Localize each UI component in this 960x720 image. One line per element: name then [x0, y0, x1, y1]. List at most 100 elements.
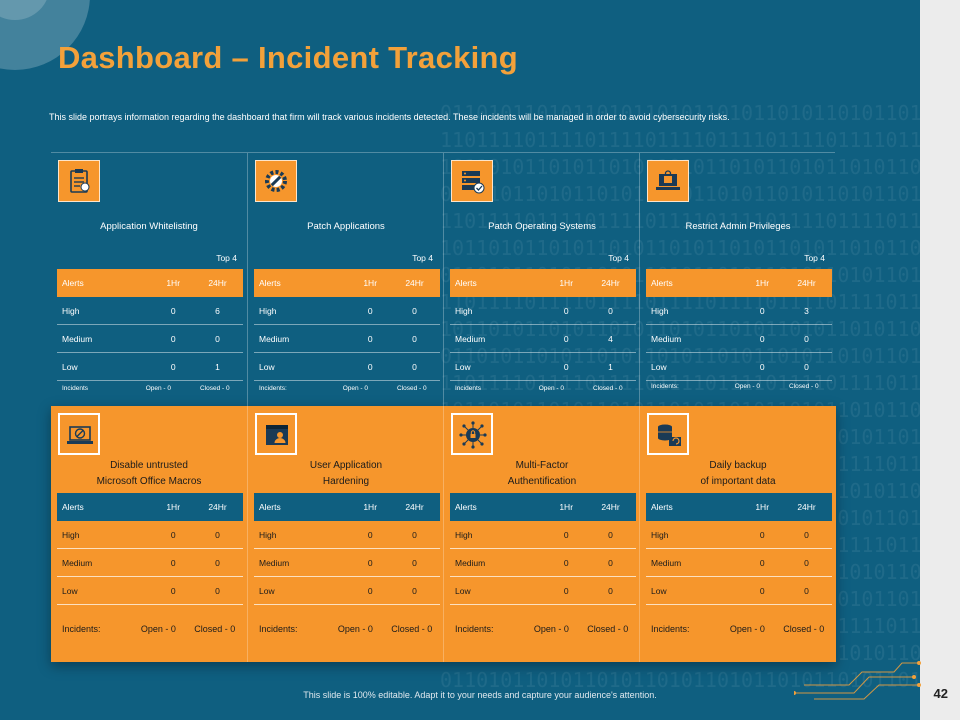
gear-wrench-icon [255, 160, 297, 202]
card-patch-applications: Patch Applications Top 4 Alerts 1Hr 24Hr H… [247, 152, 443, 406]
table-header-row: Alerts 1Hr 24Hr [450, 493, 636, 521]
table-row: Medium 0 0 [57, 548, 243, 577]
table-row: Low 0 0 [57, 576, 243, 605]
column-header: 1Hr [547, 493, 586, 521]
value-1hr: 0 [743, 297, 782, 325]
incidents-summary: Incidents: Open - 0 Closed - 0 [646, 383, 832, 390]
row-level: High [57, 297, 155, 325]
row-level: High [450, 297, 548, 325]
value-24hr: 0 [389, 576, 440, 605]
row-level: Medium [57, 324, 155, 353]
value-24hr: 0 [389, 352, 440, 381]
column-header: 24Hr [781, 493, 832, 521]
table-header-row: Alerts 1Hr 24Hr [450, 269, 636, 297]
incidents-summary: Incidents: Open - 0 Closed - 0 [450, 624, 636, 634]
table-row: High 0 0 [254, 521, 440, 549]
value-1hr: 0 [743, 324, 782, 353]
table-row: High 0 0 [450, 297, 636, 325]
bottom-row: Disable untrusted Microsoft Office Macros… [51, 406, 836, 662]
value-24hr: 0 [192, 521, 243, 549]
row-level: Medium [646, 324, 744, 353]
value-24hr: 0 [389, 521, 440, 549]
table-row: Medium 0 0 [254, 324, 440, 353]
table-row: Medium 0 0 [646, 548, 832, 577]
column-header: 1Hr [154, 493, 193, 521]
incidents-open: Open - 0 [533, 624, 569, 634]
card-title-line1: Multi-Factor [515, 460, 569, 471]
value-24hr: 0 [585, 576, 636, 605]
column-header: 24Hr [389, 269, 440, 297]
table-row: Medium 0 4 [450, 324, 636, 353]
incidents-closed: Closed - 0 [391, 624, 433, 634]
value-24hr: 0 [585, 548, 636, 577]
incidents-label: Incidents: [651, 624, 690, 634]
incidents-open: Open - 0 [729, 624, 765, 634]
incidents-summary: Incidents: Open - 0 Closed - 0 [254, 624, 440, 634]
user-window-icon [255, 413, 297, 455]
value-1hr: 0 [154, 548, 193, 577]
incidents-label: Incidents: [259, 624, 298, 634]
card-title-line1: Disable untrusted [110, 460, 188, 471]
alerts-table: Alerts 1Hr 24Hr High 0 0 Medium 0 0 Low 0 0 [646, 493, 832, 605]
table-row: Medium 0 0 [57, 324, 243, 353]
column-header: 1Hr [743, 269, 782, 297]
value-1hr: 0 [351, 548, 390, 577]
table-row: Medium 0 0 [646, 324, 832, 353]
footer-note: This slide is 100% editable. Adapt it to… [303, 690, 657, 700]
card-title: Disable untrusted Microsoft Office Macros [51, 458, 247, 490]
laptop-lock-icon [647, 160, 689, 202]
row-level: Low [254, 352, 352, 381]
incidents-label: Incidents: [259, 385, 287, 392]
value-1hr: 0 [547, 297, 586, 325]
card-user-application-hardening: User Application Hardening Alerts 1Hr 24Hr … [247, 406, 443, 662]
alerts-table: Alerts 1Hr 24Hr High 0 0 Medium 0 0 Low 0 0 [254, 493, 440, 605]
table-row: High 0 0 [57, 521, 243, 549]
right-margin-strip [920, 0, 960, 720]
value-1hr: 0 [154, 352, 193, 381]
slide-description: This slide portrays information regardin… [49, 112, 730, 122]
network-lock-icon [451, 413, 493, 455]
incidents-label: Incidents: [62, 624, 101, 634]
table-header-row: Alerts 1Hr 24Hr [646, 269, 832, 297]
table-row: High 0 6 [57, 297, 243, 325]
value-1hr: 0 [743, 521, 782, 549]
value-1hr: 0 [351, 521, 390, 549]
top-label: Top 4 [216, 253, 237, 263]
value-24hr: 0 [389, 548, 440, 577]
row-level: Medium [254, 548, 352, 577]
value-1hr: 0 [547, 576, 586, 605]
value-1hr: 0 [154, 297, 193, 325]
table-row: Medium 0 0 [450, 548, 636, 577]
row-level: High [57, 521, 155, 549]
database-backup-icon [647, 413, 689, 455]
value-24hr: 0 [585, 521, 636, 549]
column-header: Alerts [254, 269, 352, 297]
value-1hr: 0 [351, 297, 390, 325]
row-level: Low [646, 352, 744, 381]
value-24hr: 3 [781, 297, 832, 325]
table-row: Low 0 1 [57, 352, 243, 381]
slide-title: Dashboard – Incident Tracking [58, 40, 519, 75]
row-level: Low [646, 576, 744, 605]
top-label: Top 4 [412, 253, 433, 263]
incidents-label: Incidents [62, 385, 89, 392]
card-daily-backup: Daily backup of important data Alerts 1Hr 2… [639, 406, 835, 662]
table-header-row: Alerts 1Hr 24Hr [57, 493, 243, 521]
value-1hr: 0 [154, 576, 193, 605]
incidents-label: Incidents: [651, 383, 679, 390]
column-header: 24Hr [192, 493, 243, 521]
row-level: High [450, 521, 548, 549]
incidents-closed: Closed - 0 [592, 385, 623, 392]
value-24hr: 0 [192, 576, 243, 605]
value-1hr: 0 [743, 548, 782, 577]
incidents-closed: Closed - 0 [783, 624, 825, 634]
value-1hr: 0 [351, 352, 390, 381]
value-1hr: 0 [547, 324, 586, 353]
clipboard-checklist-icon [58, 160, 100, 202]
value-24hr: 1 [585, 352, 636, 381]
card-title-line1: User Application [309, 460, 383, 471]
circuit-lines-decoration [794, 661, 921, 700]
column-header: 24Hr [585, 493, 636, 521]
value-24hr: 0 [781, 548, 832, 577]
